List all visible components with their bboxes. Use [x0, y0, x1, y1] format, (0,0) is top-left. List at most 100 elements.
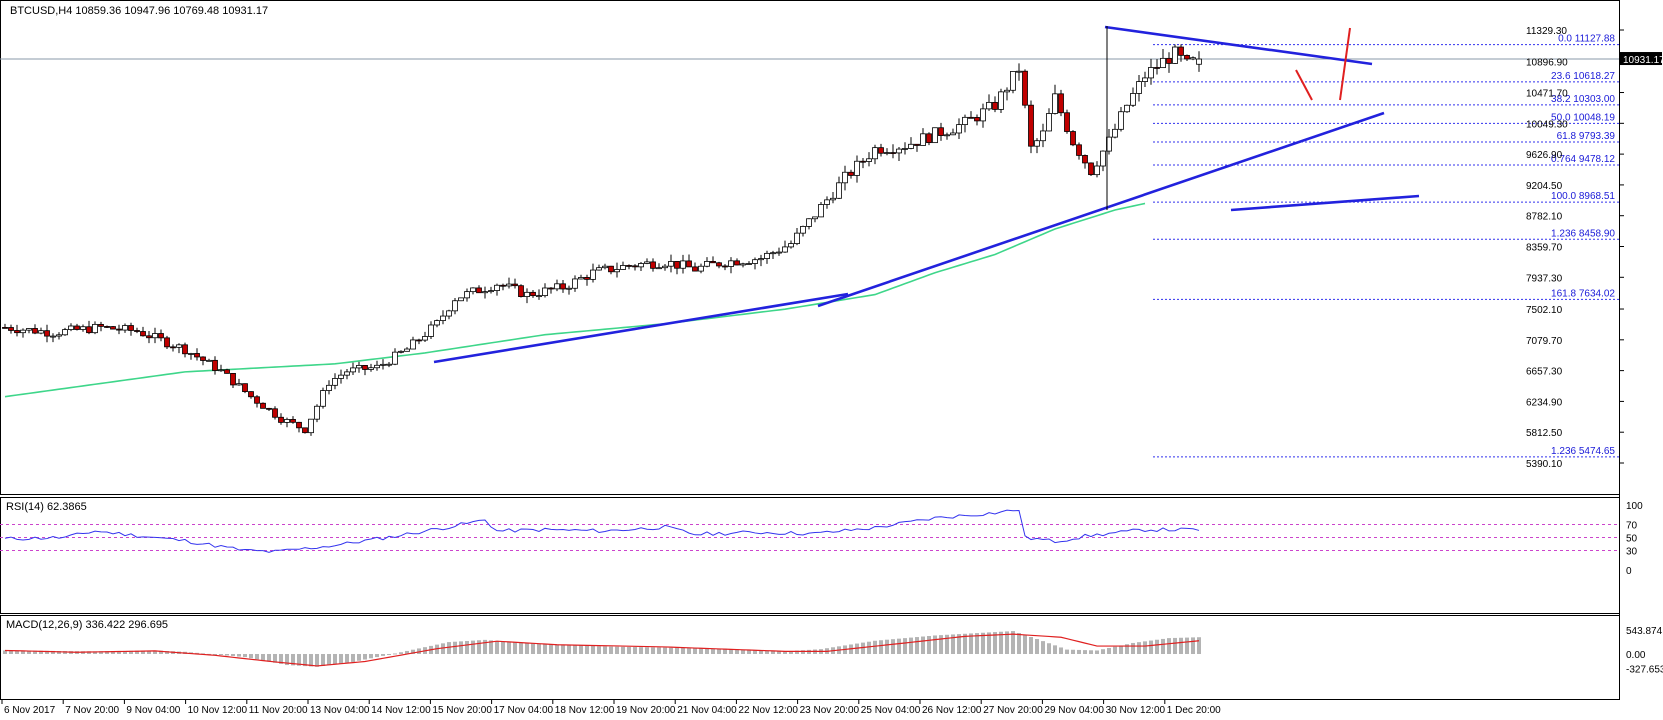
bear-candle — [992, 101, 998, 110]
bear-candle — [968, 116, 974, 119]
bear-candle — [416, 339, 422, 342]
rsi-tick-label: 70 — [1626, 521, 1638, 532]
bear-candle — [716, 262, 722, 267]
time-tick-label: 19 Nov 20:00 — [616, 705, 676, 716]
bear-candle — [86, 326, 92, 334]
bull-candle — [56, 334, 62, 337]
macd-histogram-bar — [969, 633, 973, 654]
bull-candle — [980, 108, 986, 122]
macd-histogram-bar — [93, 651, 97, 654]
macd-histogram-bar — [165, 650, 169, 654]
macd-histogram-bar — [363, 654, 367, 660]
bear-candle — [110, 326, 116, 330]
bear-candle — [1088, 162, 1094, 176]
bear-candle — [362, 364, 368, 370]
bull-candle — [428, 324, 434, 337]
macd-histogram-bar — [615, 646, 619, 654]
bull-candle — [1094, 165, 1100, 176]
rsi-panel[interactable] — [0, 497, 1620, 614]
macd-histogram-bar — [885, 639, 889, 654]
macd-histogram-bar — [1089, 650, 1093, 654]
main-panel[interactable] — [0, 0, 1620, 495]
macd-histogram-bar — [513, 642, 517, 654]
macd-histogram-bar — [633, 647, 637, 654]
price-tick-label: 11329.30 — [1526, 26, 1567, 37]
bull-candle — [740, 263, 746, 266]
macd-histogram-bar — [1047, 643, 1051, 654]
bull-candle — [50, 335, 56, 338]
time-tick-label: 7 Nov 20:00 — [65, 705, 119, 716]
macd-histogram-bar — [1023, 635, 1027, 654]
macd-histogram-bar — [1137, 642, 1141, 654]
bull-candle — [962, 116, 968, 126]
macd-histogram-bar — [669, 647, 673, 654]
macd-histogram-bar — [1185, 637, 1189, 654]
macd-histogram-bar — [897, 638, 901, 654]
macd-histogram-bar — [993, 632, 997, 654]
macd-histogram-bar — [519, 642, 523, 654]
bull-candle — [854, 160, 860, 176]
bull-candle — [908, 143, 914, 149]
bull-candle — [986, 101, 992, 110]
macd-histogram-bar — [777, 651, 781, 654]
macd-histogram-bar — [333, 654, 337, 665]
macd-histogram-bar — [141, 650, 145, 654]
bear-candle — [116, 328, 122, 331]
bear-candle — [302, 427, 308, 434]
macd-layer — [3, 631, 1201, 667]
time-tick-label: 1 Dec 20:00 — [1167, 705, 1221, 716]
macd-histogram-bar — [675, 647, 679, 654]
bull-candle — [770, 252, 776, 255]
macd-histogram-bar — [1107, 647, 1111, 654]
bull-candle — [836, 182, 842, 199]
macd-histogram-bar — [531, 643, 535, 654]
macd-histogram-bar — [105, 651, 109, 654]
macd-histogram-bar — [249, 654, 253, 659]
macd-histogram-bar — [213, 654, 217, 655]
bull-candle — [554, 283, 560, 290]
bear-candle — [164, 337, 170, 348]
macd-histogram-bar — [723, 648, 727, 654]
macd-histogram-bar — [939, 635, 943, 654]
fib-level-label: 50.0 10048.19 — [1551, 112, 1615, 123]
bear-candle — [860, 160, 866, 163]
macd-histogram-bar — [693, 648, 697, 654]
macd-panel[interactable] — [0, 615, 1620, 700]
bull-candle — [1190, 57, 1196, 60]
time-tick-label: 14 Nov 12:00 — [371, 705, 431, 716]
bull-candle — [452, 300, 458, 312]
rsi-header: RSI(14) 62.3865 — [6, 501, 87, 513]
bull-candle — [344, 371, 350, 376]
macd-histogram-bar — [1095, 650, 1099, 654]
bull-candle — [308, 418, 314, 434]
bull-candle — [620, 265, 626, 270]
bear-candle — [500, 284, 506, 287]
bull-candle — [434, 320, 440, 326]
macd-histogram-bar — [123, 650, 127, 654]
bull-candle — [746, 263, 752, 265]
bull-candle — [542, 287, 548, 297]
bear-candle — [1166, 57, 1172, 64]
time-tick-label: 22 Nov 12:00 — [738, 705, 798, 716]
bull-candle — [566, 287, 572, 290]
macd-histogram-bar — [1131, 642, 1135, 654]
bull-candle — [1118, 111, 1124, 130]
macd-histogram-bar — [933, 635, 937, 654]
price-tick-label: 5390.10 — [1526, 459, 1563, 470]
bull-candle — [920, 133, 926, 146]
bear-candle — [476, 287, 482, 294]
bull-candle — [728, 260, 734, 267]
macd-histogram-bar — [33, 650, 37, 654]
bull-candle — [464, 291, 470, 299]
bull-candle — [1148, 67, 1154, 79]
bear-candle — [272, 408, 278, 418]
fib-level-label: 0.764 9478.12 — [1551, 154, 1615, 165]
macd-histogram-bar — [957, 634, 961, 654]
bull-candle — [206, 359, 212, 362]
macd-histogram-bar — [87, 651, 91, 654]
bull-candle — [92, 323, 98, 334]
trendline — [433, 292, 849, 364]
bear-candle — [1058, 93, 1064, 114]
time-tick-label: 17 Nov 04:00 — [494, 705, 554, 716]
